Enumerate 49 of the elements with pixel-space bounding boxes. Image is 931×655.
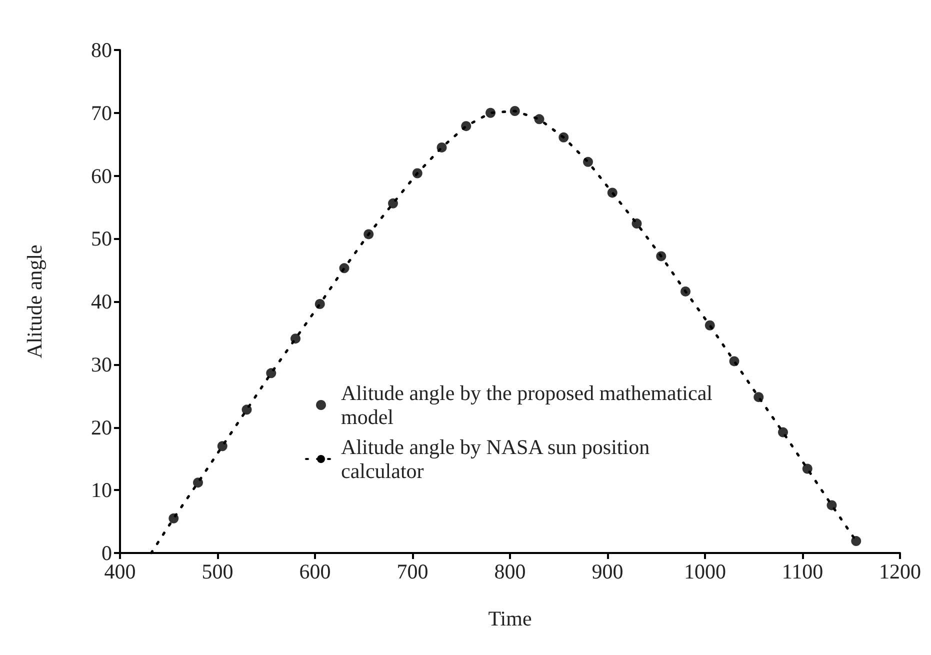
point [778, 427, 788, 438]
point [632, 218, 642, 229]
point [510, 106, 520, 116]
point [168, 513, 179, 524]
point [339, 263, 350, 274]
x-axis-title: Time [488, 606, 532, 630]
y-tick-label: 70 [91, 100, 112, 125]
x-tick-label: 900 [592, 560, 624, 584]
x-tick-label: 1100 [782, 560, 824, 584]
point [704, 320, 715, 330]
point [412, 168, 422, 178]
point [851, 536, 862, 546]
y-tick-label: 10 [91, 478, 112, 502]
point [290, 334, 300, 344]
x-tick-label: 500 [202, 560, 234, 584]
y-tick-label: 60 [91, 164, 112, 188]
point [558, 132, 569, 142]
y-tick-label: 20 [91, 415, 112, 440]
y-tick-label: 30 [91, 352, 112, 376]
x-tick-label: 800 [494, 560, 526, 584]
point [461, 121, 472, 132]
x-tick-label: 1000 [684, 560, 726, 584]
point [486, 108, 496, 118]
point [436, 142, 447, 152]
point [217, 441, 228, 452]
x-tick-label: 700 [396, 560, 428, 584]
point [583, 156, 593, 167]
point [802, 464, 812, 474]
point [388, 198, 398, 208]
point [754, 392, 764, 402]
x-tick-label: 1200 [879, 560, 921, 584]
point [266, 368, 276, 378]
x-tick-label: 600 [299, 560, 331, 584]
point [607, 188, 618, 198]
y-tick-label: 50 [91, 226, 112, 251]
point [826, 500, 837, 510]
y-tick-label: 80 [91, 38, 112, 62]
y-axis-title: Alitude angle [22, 244, 46, 358]
legend-label: Alitude angle by the proposed mathematical model [341, 381, 718, 429]
point [534, 114, 544, 124]
point [656, 251, 666, 262]
point [680, 286, 690, 296]
point [242, 404, 252, 415]
legend-label: Alitude angle by NASA sun position calculator [341, 435, 655, 483]
point [729, 356, 740, 366]
point [364, 229, 374, 240]
y-tick-label: 40 [91, 290, 112, 314]
point [193, 478, 203, 488]
point [314, 299, 325, 310]
